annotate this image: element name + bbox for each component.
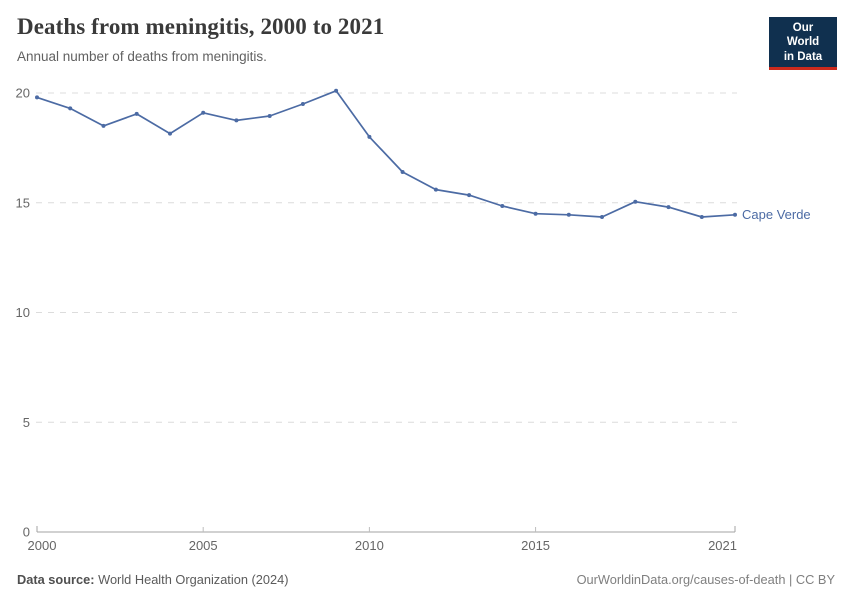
data-point bbox=[533, 211, 538, 216]
data-point bbox=[733, 212, 737, 217]
data-point bbox=[134, 111, 139, 116]
data-point bbox=[234, 118, 239, 123]
footer-license-link[interactable]: OurWorldinData.org/causes-of-death | CC … bbox=[576, 572, 835, 587]
data-point bbox=[500, 204, 505, 208]
data-point bbox=[101, 123, 106, 128]
data-point bbox=[400, 170, 405, 174]
owid-logo-line2: in Data bbox=[783, 50, 823, 63]
data-point bbox=[600, 215, 604, 219]
y-tick-label: 0 bbox=[23, 525, 30, 540]
data-line-cape-verde bbox=[36, 89, 736, 218]
owid-logo[interactable]: Our World in Data bbox=[769, 17, 837, 71]
data-point bbox=[300, 102, 305, 106]
series-label-cape-verde[interactable]: Cape Verde bbox=[742, 206, 811, 222]
data-point bbox=[467, 193, 472, 198]
data-source: Data source: World Health Organization (… bbox=[17, 572, 289, 587]
data-point bbox=[267, 114, 272, 118]
chart-header: Deaths from meningitis, 2000 to 2021 Ann… bbox=[17, 13, 384, 64]
data-point bbox=[699, 215, 704, 219]
y-tick-label: 15 bbox=[16, 195, 30, 210]
data-point bbox=[566, 212, 571, 217]
y-tick-label: 5 bbox=[23, 415, 30, 430]
data-point bbox=[666, 205, 671, 210]
chart-title: Deaths from meningitis, 2000 to 2021 bbox=[17, 14, 385, 39]
x-tick-label: 2010 bbox=[355, 538, 384, 553]
line-chart-canvas: 0 5 10 15 20 2000 2005 2010 2015 2021 bbox=[16, 86, 737, 553]
data-point bbox=[35, 95, 39, 100]
data-point bbox=[367, 134, 372, 139]
data-point bbox=[334, 88, 339, 93]
data-source-value: World Health Organization (2024) bbox=[98, 572, 289, 587]
data-point bbox=[201, 110, 206, 115]
data-source-label: Data source: bbox=[17, 572, 95, 587]
y-tick-label: 10 bbox=[16, 305, 30, 320]
x-tick-label: 2000 bbox=[28, 538, 57, 553]
data-point bbox=[68, 106, 73, 111]
owid-logo-line1: Our World bbox=[786, 22, 820, 49]
data-point bbox=[168, 131, 172, 136]
x-tick-label: 2015 bbox=[521, 538, 550, 553]
data-point bbox=[433, 187, 438, 192]
x-tick-label: 2021 bbox=[708, 538, 737, 553]
chart-subtitle: Annual number of deaths from meningitis. bbox=[17, 48, 267, 64]
chart-footer: Data source: World Health Organization (… bbox=[17, 572, 835, 587]
y-tick-label: 20 bbox=[16, 86, 30, 101]
x-tick-label: 2005 bbox=[189, 538, 218, 553]
data-point bbox=[633, 199, 638, 204]
